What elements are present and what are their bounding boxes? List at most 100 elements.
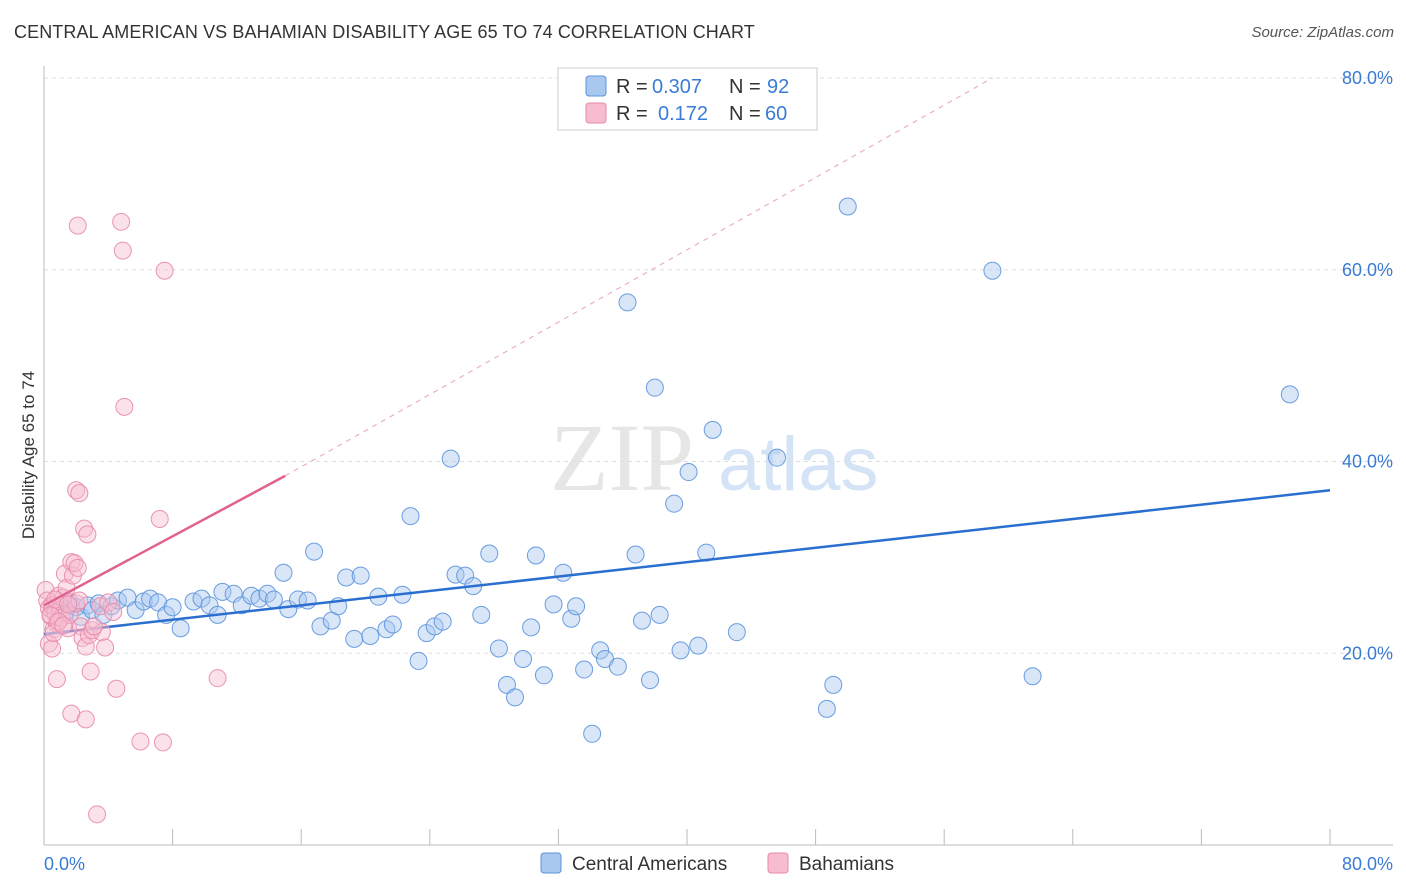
central-americans-point [409,651,428,670]
central-americans-point [441,449,460,468]
central-americans-point [768,448,787,467]
bahamians-point [68,558,87,577]
central-americans-points [43,197,1331,743]
central-americans-trend-line [43,489,1331,636]
bottom-legend-swatch-bahamian [767,852,789,874]
bahamians-point [153,733,172,752]
bahamians-point [70,591,89,610]
series-legend: Central Americans Bahamians [540,852,894,875]
central-americans-point [817,699,836,718]
central-americans-point [163,598,182,617]
bottom-legend-central: Central Americans [572,854,727,875]
y-tick-label: 80.0% [1342,68,1393,88]
central-americans-point [727,623,746,642]
y-tick-label: 40.0% [1342,452,1393,472]
central-americans-point [645,378,664,397]
bahamians-point [70,484,89,503]
bahamians-point [104,603,123,622]
central-americans-point [526,546,545,565]
central-americans-point [583,724,602,743]
central-americans-point [534,666,553,685]
bahamians-point [150,510,169,529]
bahamians-point [68,216,87,235]
central-americans-point [401,507,420,526]
legend-r-label-bahamian: R = [616,103,648,125]
bahamians-point [39,634,58,653]
y-axis-label: Disability Age 65 to 74 [19,371,38,539]
central-americans-point [480,544,499,563]
central-americans-point [171,619,190,638]
bahamians-point [78,525,97,544]
bahamians-point [155,261,174,280]
bahamians-point [67,481,86,500]
bahamians-point [112,212,131,231]
bahamians-point [84,617,103,636]
central-americans-point [626,545,645,564]
central-americans-point [361,626,380,645]
central-americans-point [632,611,651,630]
central-americans-point [383,615,402,634]
axes [43,66,1393,846]
bahamians-point [54,616,73,635]
central-americans-point [608,657,627,676]
legend-swatch-bahamian [585,102,607,124]
central-americans-point [1023,667,1042,686]
legend-n-value-bahamian: 60 [765,103,787,125]
central-americans-point [71,607,90,626]
central-americans-point [522,618,541,637]
central-americans-point [288,590,307,609]
bahamians-point [113,241,132,260]
central-americans-point [679,463,698,482]
central-americans-point [505,688,524,707]
bahamians-point [115,397,134,416]
central-americans-point [337,568,356,587]
source-credit: Source: ZipAtlas.com [1251,24,1394,41]
central-americans-point [618,293,637,312]
x-tick-label: 80.0% [1342,854,1393,874]
central-americans-point [567,597,586,616]
central-americans-point [554,563,573,582]
central-americans-point [305,542,324,561]
central-americans-point [446,565,465,584]
chart-title: CENTRAL AMERICAN VS BAHAMIAN DISABILITY … [14,22,755,42]
bahamians-point [76,637,95,656]
bahamians-point [76,710,95,729]
central-americans-point [264,590,283,609]
bahamians-points [36,212,286,824]
legend-n-label-central: N = [729,76,761,98]
grid-lines [44,77,1393,654]
central-americans-point [489,639,508,658]
watermark-atlas: atlas [718,422,879,507]
central-americans-point [213,582,232,601]
bahamians-point [43,639,62,658]
bahamians-point [96,638,115,657]
central-americans-point [824,675,843,694]
legend-r-value-bahamian: 0.172 [658,103,708,125]
correlation-legend: R = 0.307 N = 92 R = 0.172 N = 60 [557,67,818,131]
central-americans-point [671,641,690,660]
x-tick-label: 0.0% [44,854,85,874]
bahamians-point [107,679,126,698]
central-americans-point [665,494,684,513]
central-americans-point [575,660,594,679]
legend-n-label-bahamian: N = [729,103,761,125]
bahamians-trend-line [43,474,286,607]
legend-r-value-central: 0.307 [652,76,702,98]
central-americans-point [311,617,330,636]
y-tick-label: 60.0% [1342,260,1393,280]
central-americans-point [983,261,1002,280]
central-americans-point [703,420,722,439]
bahamians-point [131,732,150,751]
y-tick-label: 20.0% [1342,643,1393,663]
legend-r-label-central: R = [616,76,648,98]
bahamians-point [44,624,63,643]
central-americans-point [544,595,563,614]
central-americans-point [689,636,708,655]
central-americans-point [650,605,669,624]
central-americans-point [472,605,491,624]
central-americans-point [279,600,298,619]
bahamians-point [208,669,227,688]
bahamians-point [47,670,66,689]
central-americans-point [838,197,857,216]
bahamians-point [75,519,94,538]
